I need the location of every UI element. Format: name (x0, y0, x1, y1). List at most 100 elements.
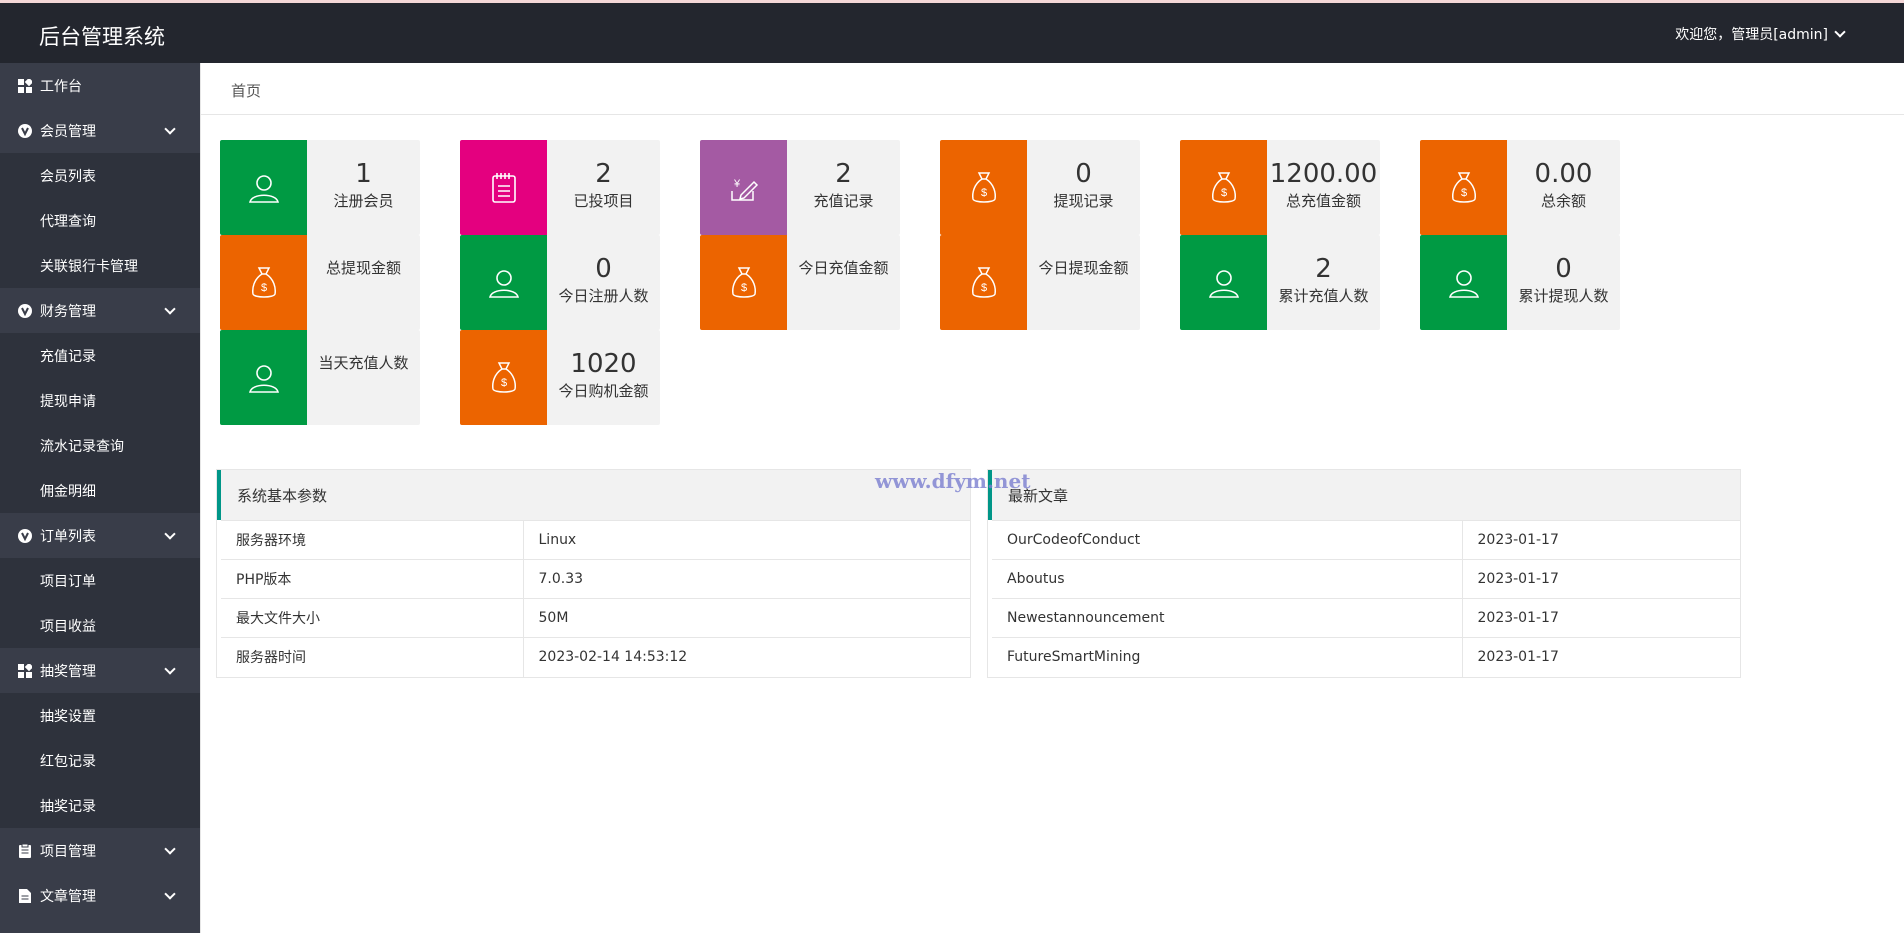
table-cell: 服务器环境 (219, 520, 523, 560)
stat-card: $0.00 总余额 (1420, 140, 1620, 235)
stat-label: 累计提现人数 (1518, 287, 1609, 305)
svg-text:$: $ (1220, 187, 1226, 199)
sidebar-group-label: 财务管理 (40, 303, 96, 320)
stat-label: 总余额 (1540, 192, 1586, 210)
stat-card: 0 今日注册人数 (460, 235, 660, 330)
v-circle-icon (18, 528, 32, 543)
v-circle-icon (18, 123, 32, 138)
sidebar-group-projects[interactable]: 项目管理 (0, 828, 200, 873)
user-icon (220, 330, 307, 425)
table-cell: Linux (522, 520, 970, 560)
table-row: 最大文件大小 50M (219, 598, 970, 638)
table-cell: 服务器时间 (219, 637, 523, 677)
table-cell: 2023-02-14 14:53:12 (522, 637, 970, 677)
articles-table: OurCodeofConduct 2023-01-17 Aboutus 2023… (988, 520, 1740, 677)
svg-text:$: $ (260, 282, 266, 294)
sidebar: 工作台 会员管理 会员列表 代理查询 关联银行卡管理 财务管理 充值记录 提现申… (0, 63, 200, 933)
stat-value: 0 (1555, 254, 1572, 284)
chevron-down-icon (164, 663, 176, 675)
stat-label: 总提现金额 (325, 259, 401, 277)
article-title[interactable]: FutureSmartMining (990, 637, 1462, 677)
svg-text:$: $ (500, 377, 506, 389)
sidebar-item-project-income[interactable]: 项目收益 (40, 618, 96, 635)
tab-home[interactable]: 首页 (231, 82, 262, 100)
article-title[interactable]: OurCodeofConduct (990, 520, 1462, 560)
money-bag-icon: $ (1420, 140, 1507, 235)
stat-card: 0 累计提现人数 (1420, 235, 1620, 330)
clipboard-icon (18, 843, 32, 858)
stat-value: 0 (1075, 159, 1092, 189)
user-menu[interactable]: 欢迎您，管理员[admin] (1675, 24, 1846, 44)
table-cell: PHP版本 (219, 559, 523, 599)
latest-articles-panel: 最新文章 OurCodeofConduct 2023-01-17 Aboutus… (987, 469, 1741, 678)
sidebar-group-label: 抽奖管理 (40, 663, 96, 680)
sidebar-item-commission[interactable]: 佣金明细 (40, 483, 96, 500)
sidebar-item-lottery-records[interactable]: 抽奖记录 (40, 798, 96, 815)
money-bag-icon: $ (700, 235, 787, 330)
money-bag-icon: $ (1180, 140, 1267, 235)
stat-card: 当天充值人数 (220, 330, 420, 425)
table-row: 服务器环境 Linux (219, 520, 970, 560)
sidebar-item-agent-query[interactable]: 代理查询 (40, 213, 96, 230)
svg-text:$: $ (1460, 187, 1466, 199)
sidebar-group-finance[interactable]: 财务管理 (0, 288, 200, 333)
user-icon (460, 235, 547, 330)
sidebar-item-lottery-settings[interactable]: 抽奖设置 (40, 708, 96, 725)
sidebar-item-project-orders[interactable]: 项目订单 (40, 573, 96, 590)
app-title: 后台管理系统 (39, 25, 165, 49)
sidebar-group-members[interactable]: 会员管理 (0, 108, 200, 153)
stat-value: 2 (595, 159, 612, 189)
chevron-down-icon (1834, 25, 1846, 38)
sidebar-group-label: 订单列表 (40, 528, 96, 545)
sidebar-item-redpacket-records[interactable]: 红包记录 (40, 753, 96, 770)
sidebar-item-withdraw-requests[interactable]: 提现申请 (40, 393, 96, 410)
sidebar-item-label: 工作台 (40, 78, 82, 95)
stat-label: 今日注册人数 (558, 287, 649, 305)
sidebar-item-recharge-records[interactable]: 充值记录 (40, 348, 96, 365)
svg-text:¥: ¥ (732, 178, 740, 190)
sidebar-item-bank-cards[interactable]: 关联银行卡管理 (40, 258, 138, 275)
stat-value: 1 (355, 159, 372, 189)
money-bag-icon: $ (460, 330, 547, 425)
system-params-panel: 系统基本参数 服务器环境 Linux PHP版本 7.0.33 最大文件大小 5… (216, 469, 971, 678)
stat-label: 注册会员 (333, 192, 394, 210)
stat-value: 1020 (570, 349, 637, 379)
money-bag-icon: $ (220, 235, 307, 330)
user-greeting: 欢迎您，管理员[admin] (1675, 27, 1828, 43)
svg-text:$: $ (980, 187, 986, 199)
panel-title: 最新文章 (988, 470, 1740, 520)
sidebar-group-articles[interactable]: 文章管理 (0, 873, 200, 918)
chevron-down-icon (164, 303, 176, 315)
stat-card: $1020 今日购机金额 (460, 330, 660, 425)
stat-label: 提现记录 (1053, 192, 1114, 210)
stat-card: ¥2 充值记录 (700, 140, 900, 235)
sidebar-item-member-list[interactable]: 会员列表 (40, 168, 96, 185)
top-accent-line (0, 0, 1904, 3)
clipboard-icon (460, 140, 547, 235)
article-title[interactable]: Newestannouncement (990, 598, 1462, 638)
document-icon (18, 888, 32, 903)
table-row: Newestannouncement 2023-01-17 (990, 598, 1740, 638)
table-row: FutureSmartMining 2023-01-17 (990, 637, 1740, 677)
user-icon (220, 140, 307, 235)
table-row: Aboutus 2023-01-17 (990, 559, 1740, 599)
sidebar-group-lottery[interactable]: 抽奖管理 (0, 648, 200, 693)
sidebar-item-workbench[interactable]: 工作台 (0, 63, 200, 108)
sidebar-group-orders[interactable]: 订单列表 (0, 513, 200, 558)
sidebar-group-label: 会员管理 (40, 123, 96, 140)
stat-value: 2 (1315, 254, 1332, 284)
v-circle-icon (18, 303, 32, 318)
table-cell: 7.0.33 (522, 559, 970, 599)
stat-card: $0 提现记录 (940, 140, 1140, 235)
panel-title: 系统基本参数 (217, 470, 970, 520)
watermark: www.dfym.net (875, 469, 1031, 493)
stat-label: 今日充值金额 (798, 259, 889, 277)
stat-label: 今日购机金额 (558, 382, 649, 400)
sidebar-item-flow-records[interactable]: 流水记录查询 (40, 438, 124, 455)
article-title[interactable]: Aboutus (990, 559, 1462, 599)
stat-label: 已投项目 (573, 192, 634, 210)
stat-label: 充值记录 (813, 192, 874, 210)
sidebar-group-label: 文章管理 (40, 888, 96, 905)
stat-card: 2 累计充值人数 (1180, 235, 1380, 330)
article-date: 2023-01-17 (1461, 559, 1740, 599)
